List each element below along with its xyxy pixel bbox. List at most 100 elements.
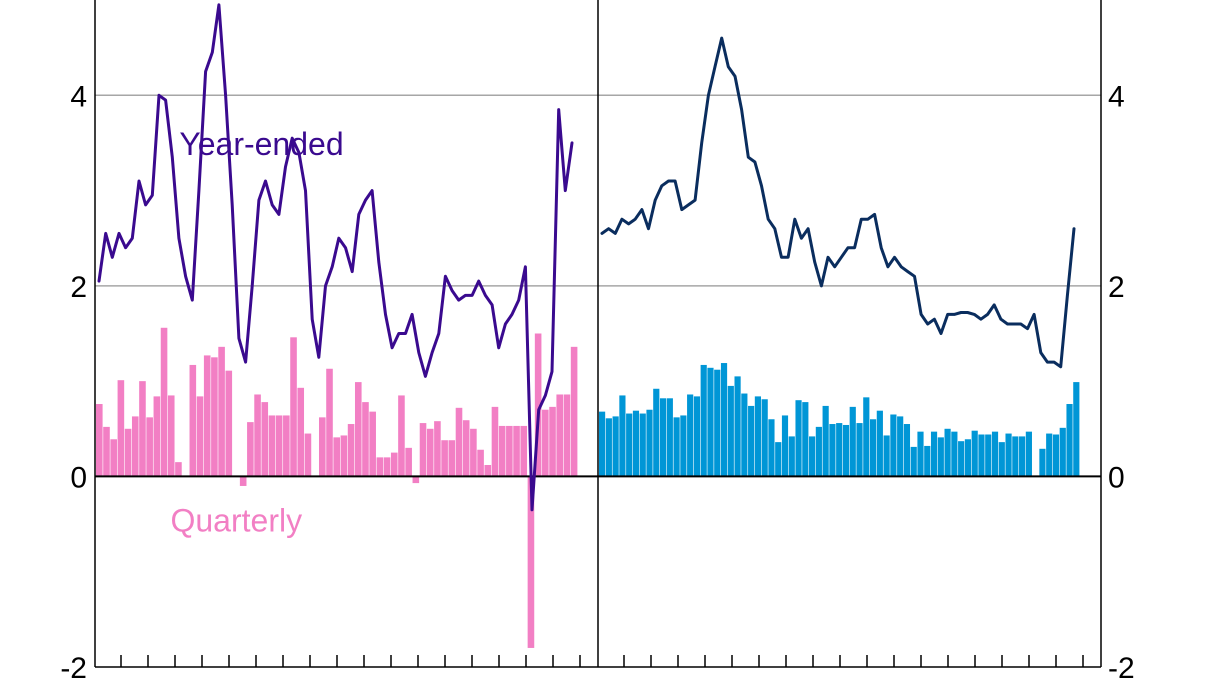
- right-bar-7: [646, 409, 653, 477]
- right-bar-4: [626, 413, 633, 477]
- right-bar-2: [612, 416, 619, 477]
- left-bar-1: [103, 426, 110, 477]
- y-tick-label-right: 4: [1108, 80, 1125, 113]
- y-tick-label-left: 2: [70, 271, 87, 304]
- right-bar-33: [822, 405, 829, 477]
- left-bar-44: [412, 476, 420, 484]
- right-bar-40: [869, 419, 877, 477]
- right-bar-62: [1019, 436, 1026, 477]
- left-bar-37: [362, 402, 369, 477]
- right-bar-22: [748, 405, 755, 477]
- right-bar-31: [809, 436, 816, 477]
- right-bar-49: [930, 431, 938, 477]
- right-bar-39: [863, 397, 870, 477]
- left-bar-22: [254, 394, 261, 477]
- right-bar-52: [951, 431, 958, 477]
- left-bar-0: [96, 404, 103, 477]
- x-ticks: [120, 655, 1084, 667]
- right-bar-66: [1046, 433, 1053, 477]
- left-bar-18: [225, 370, 233, 477]
- right-bar-38: [856, 423, 863, 477]
- left-bar-46: [426, 428, 434, 477]
- left-bar-48: [441, 440, 448, 477]
- right-bar-29: [795, 400, 802, 477]
- left-bar-29: [304, 433, 312, 477]
- right-bar-14: [693, 396, 701, 477]
- y-tick-label-left: -2: [60, 652, 87, 685]
- right-bar-53: [958, 441, 965, 477]
- right-bar-68: [1059, 427, 1066, 477]
- y-tick-labels: -2 -2 0 0 2 2 4 4: [60, 80, 1134, 685]
- right-bar-13: [687, 394, 694, 477]
- y-tick-label-right: 0: [1108, 461, 1125, 494]
- right-bar-18: [720, 363, 728, 477]
- right-bar-10: [666, 398, 673, 477]
- chart-frame: [94, 0, 1102, 668]
- left-bar-66: [570, 346, 578, 477]
- right-bar-54: [964, 439, 972, 477]
- right-bar-60: [1005, 433, 1012, 477]
- right-bar-28: [788, 436, 795, 477]
- right-bar-12: [680, 415, 687, 477]
- left-bar-7: [146, 417, 153, 477]
- right-bar-43: [890, 414, 897, 477]
- right-bar-5: [632, 410, 640, 477]
- right-bar-15: [700, 364, 707, 477]
- left-bar-32: [326, 368, 333, 477]
- right-bar-35: [836, 423, 843, 477]
- left-bar-3: [117, 380, 125, 477]
- right-bar-0: [599, 411, 606, 477]
- right-bar-6: [639, 413, 646, 477]
- left-bar-15: [203, 355, 211, 477]
- right-bar-36: [842, 424, 850, 477]
- left-bar-23: [261, 402, 269, 477]
- right-bar-65: [1039, 448, 1046, 477]
- series-lines: [97, 3, 1076, 512]
- right-bar-42: [883, 435, 890, 477]
- y-tick-label-right: 2: [1108, 271, 1125, 304]
- right-bar-11: [673, 417, 680, 477]
- left-bar-10: [167, 395, 175, 477]
- y-tick-label-left: 4: [70, 80, 87, 113]
- right-bar-21: [741, 393, 748, 477]
- quarterly-bars-right: [599, 363, 1080, 477]
- left-bar-17: [218, 346, 225, 477]
- right-bar-17: [714, 369, 721, 477]
- left-bar-26: [283, 415, 290, 477]
- right-bar-57: [985, 434, 992, 477]
- right-bar-8: [653, 388, 660, 477]
- right-bar-3: [619, 395, 626, 477]
- annotation-year-ended: Year-ended: [179, 126, 343, 162]
- left-bar-58: [513, 425, 520, 477]
- left-bar-60: [527, 476, 535, 648]
- quarterly-bars-left: [96, 327, 578, 648]
- left-bar-45: [419, 423, 427, 477]
- right-bar-63: [1025, 431, 1032, 477]
- left-bar-63: [549, 406, 556, 477]
- annotation-quarterly: Quarterly: [170, 502, 302, 538]
- right-bar-37: [849, 406, 856, 477]
- left-bar-34: [340, 435, 348, 477]
- left-bar-20: [239, 476, 247, 486]
- right-bar-16: [707, 367, 714, 477]
- left-bar-51: [462, 420, 470, 477]
- left-bar-47: [434, 421, 441, 477]
- right-bar-61: [1012, 436, 1019, 477]
- left-bar-39: [376, 457, 384, 477]
- left-bar-62: [542, 409, 549, 477]
- right-bar-1: [605, 418, 612, 477]
- left-bar-57: [506, 425, 513, 477]
- left-bar-2: [110, 439, 117, 477]
- right-bar-70: [1073, 382, 1080, 477]
- right-bar-67: [1052, 434, 1060, 477]
- right-bar-44: [897, 416, 904, 477]
- right-bar-56: [978, 434, 985, 477]
- left-bar-4: [124, 428, 132, 477]
- left-bar-16: [211, 357, 218, 477]
- left-bar-8: [153, 396, 161, 477]
- left-bar-6: [139, 381, 146, 477]
- right-bar-59: [998, 442, 1005, 477]
- right-bar-50: [937, 437, 944, 477]
- right-bar-55: [971, 430, 978, 477]
